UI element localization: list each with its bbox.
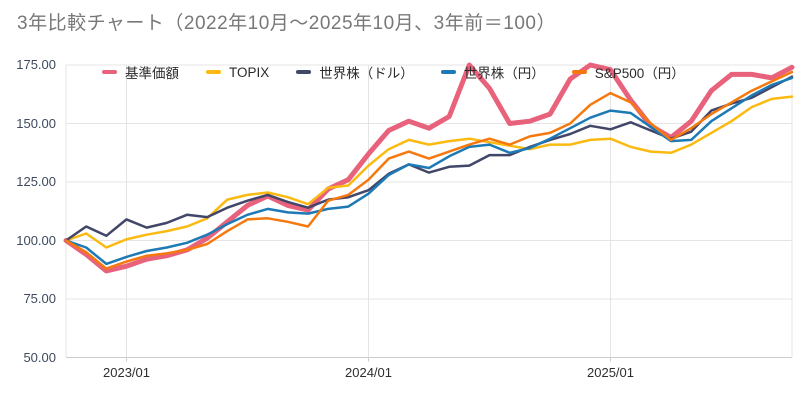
legend-label: TOPIX <box>229 64 270 80</box>
series-line <box>64 95 794 249</box>
y-tick-label: 75.00 <box>23 291 56 306</box>
legend-label: 世界株（円） <box>463 66 545 81</box>
legend-swatch-icon <box>440 69 456 75</box>
series-line <box>64 70 794 270</box>
legend-swatch-icon <box>206 69 221 75</box>
legend-label: 基準価額 <box>125 66 179 81</box>
chart-title: 3年比較チャート（2022年10月〜2025年10月、3年前＝100） <box>17 13 556 34</box>
legend-swatch-icon <box>102 69 117 75</box>
y-tick-label: 150.00 <box>16 115 56 131</box>
y-tick-label: 175.00 <box>16 57 56 72</box>
legend-item: 基準価額 <box>102 62 179 82</box>
legend-item: 世界株（円） <box>440 62 545 82</box>
legend-item: TOPIX <box>206 65 269 80</box>
chart-legend: 基準価額 TOPIX 世界株（ドル） 世界株（円） S&P500（円） <box>102 62 685 82</box>
y-tick-label: 50.00 <box>23 349 56 365</box>
x-tick-label: 2023/01 <box>103 365 150 380</box>
legend-item: S&P500（円） <box>571 62 685 82</box>
legend-item: 世界株（ドル） <box>296 62 414 82</box>
legend-swatch-icon <box>571 69 587 75</box>
legend-label: S&P500（円） <box>594 66 685 81</box>
series-line <box>64 76 794 266</box>
legend-swatch-icon <box>296 69 312 75</box>
x-tick-label: 2024/01 <box>345 365 392 380</box>
y-tick-label: 100.00 <box>16 232 56 248</box>
legend-label: 世界株（ドル） <box>319 66 414 81</box>
x-tick-label: 2025/01 <box>587 365 634 380</box>
y-tick-label: 125.00 <box>16 174 56 189</box>
